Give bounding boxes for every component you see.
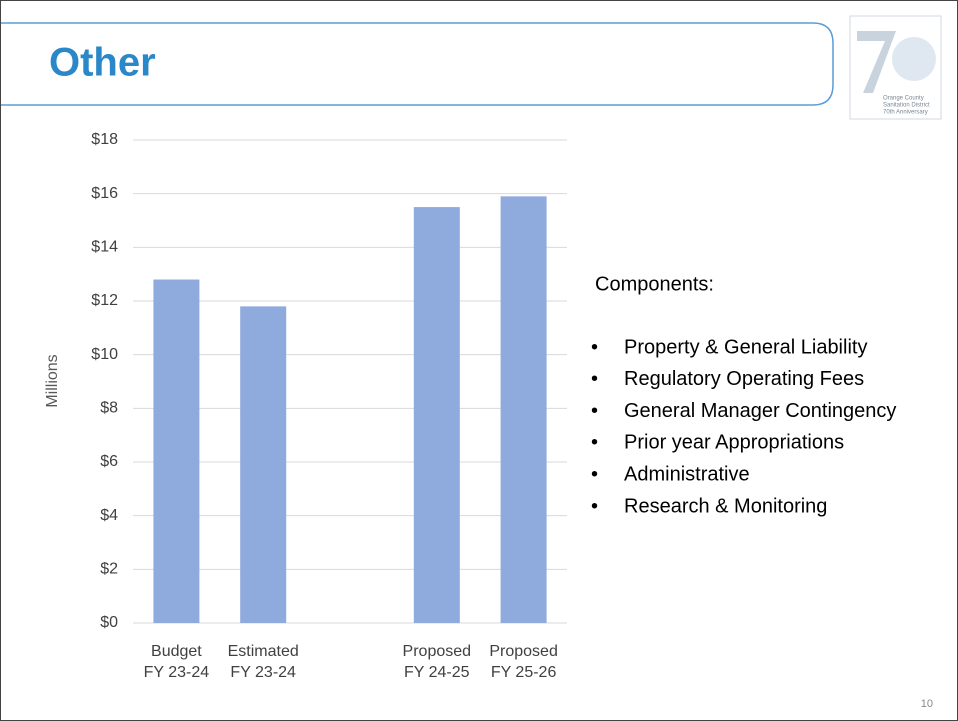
bullet: • <box>591 368 598 390</box>
y-tick-label: $12 <box>91 292 118 309</box>
bullet: • <box>591 400 598 422</box>
logo-seven <box>857 31 896 93</box>
x-tick-label: Budget FY 23-24 <box>143 643 210 681</box>
y-tick-label: $2 <box>100 561 118 578</box>
x-tick-label: Estimated FY 23-24 <box>227 643 299 681</box>
y-tick-label: $8 <box>100 400 118 417</box>
component-item: Research & Monitoring <box>624 495 827 517</box>
y-tick-label: $6 <box>100 453 118 470</box>
x-tick-label: Proposed FY 25-26 <box>489 643 558 681</box>
x-tick-label: Proposed FY 24-25 <box>402 643 472 681</box>
y-axis-label: Millions <box>44 354 61 407</box>
logo-text: Sanitation District <box>883 103 930 109</box>
y-tick-label: $14 <box>91 239 118 256</box>
bar <box>240 306 287 623</box>
y-tick-label: $10 <box>91 346 118 363</box>
slide-title: Other <box>49 41 156 85</box>
bullet: • <box>591 336 598 358</box>
bullet: • <box>591 495 598 517</box>
y-tick-label: $18 <box>91 131 118 148</box>
y-tick-label: $0 <box>100 614 118 631</box>
bullet: • <box>591 432 598 454</box>
component-item: Prior year Appropriations <box>624 432 844 454</box>
bar <box>500 196 547 623</box>
y-tick-label: $4 <box>100 507 118 524</box>
bullet: • <box>591 463 598 485</box>
component-item: Regulatory Operating Fees <box>624 368 864 390</box>
components-heading: Components: <box>595 273 714 295</box>
component-item: Property & General Liability <box>624 336 867 358</box>
logo-text: 70th Anniversary <box>883 110 928 116</box>
component-item: General Manager Contingency <box>624 400 896 422</box>
logo-text: Orange County <box>883 96 924 102</box>
y-tick-label: $16 <box>91 185 118 202</box>
page-number: 10 <box>921 698 933 710</box>
component-item: Administrative <box>624 463 750 485</box>
logo: Orange County Sanitation District 70th A… <box>849 15 942 120</box>
logo-zero <box>892 37 936 81</box>
header-frame <box>1 22 834 106</box>
bar <box>153 279 200 623</box>
bar <box>413 207 460 624</box>
